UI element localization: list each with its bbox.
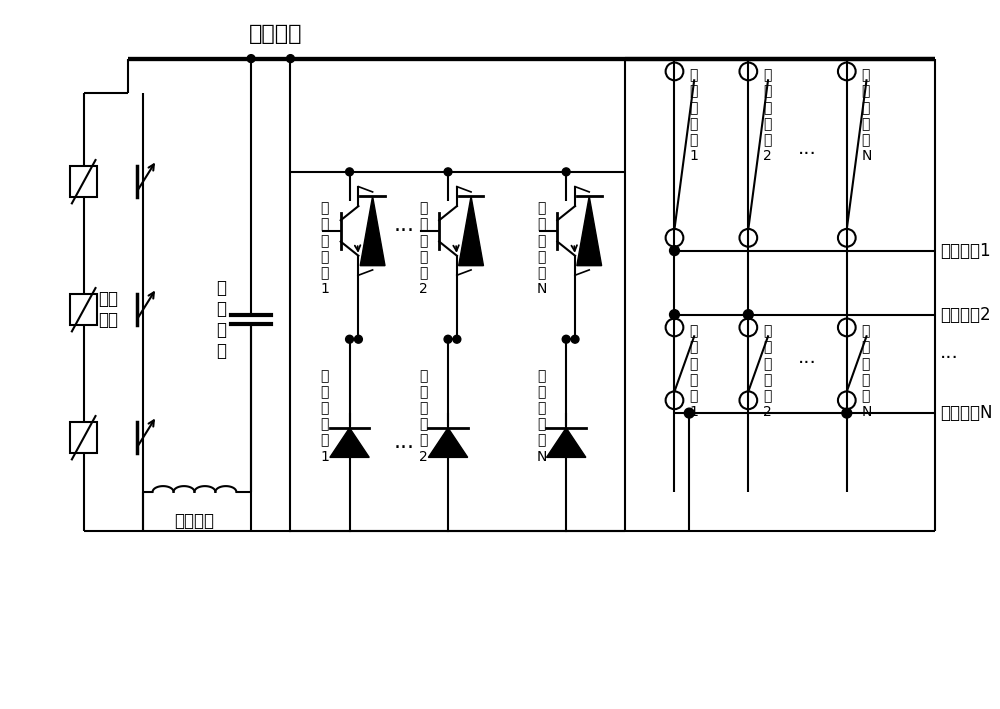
- Text: 上
机
械
开
关
2: 上 机 械 开 关 2: [763, 69, 772, 164]
- Polygon shape: [577, 196, 602, 266]
- Polygon shape: [546, 428, 586, 457]
- Text: 下
机
械
开
关
2: 下 机 械 开 关 2: [763, 325, 772, 420]
- Text: 谐振电感: 谐振电感: [174, 513, 214, 530]
- Polygon shape: [428, 428, 468, 457]
- Text: 下
桥
臂
开
关
1: 下 桥 臂 开 关 1: [320, 369, 329, 464]
- Circle shape: [247, 55, 255, 62]
- Circle shape: [444, 335, 452, 343]
- Text: 下
机
械
开
关
1: 下 机 械 开 关 1: [689, 325, 698, 420]
- Circle shape: [842, 408, 852, 418]
- Bar: [70, 166, 97, 197]
- Polygon shape: [459, 196, 483, 266]
- Circle shape: [670, 246, 679, 255]
- Circle shape: [444, 168, 452, 176]
- Circle shape: [743, 310, 753, 320]
- Text: ···: ···: [393, 221, 414, 241]
- Circle shape: [670, 310, 679, 320]
- Circle shape: [562, 168, 570, 176]
- Text: 直流线路N: 直流线路N: [940, 404, 993, 422]
- Text: 下
机
械
开
关
N: 下 机 械 开 关 N: [862, 325, 872, 420]
- Text: ···: ···: [798, 145, 817, 164]
- Text: 上
机
械
开
关
N: 上 机 械 开 关 N: [862, 69, 872, 164]
- Text: ···: ···: [940, 350, 959, 369]
- Text: 直流母线: 直流母线: [249, 24, 302, 44]
- Text: 上
桥
臂
开
关
1: 上 桥 臂 开 关 1: [320, 201, 329, 296]
- Text: 上
桥
臂
开
关
N: 上 桥 臂 开 关 N: [536, 201, 547, 296]
- Circle shape: [346, 168, 353, 176]
- Text: 下
桥
臂
开
关
2: 下 桥 臂 开 关 2: [419, 369, 428, 464]
- Circle shape: [346, 335, 353, 343]
- Circle shape: [571, 335, 579, 343]
- Circle shape: [354, 335, 362, 343]
- Text: 谐
振
电
容: 谐 振 电 容: [217, 279, 227, 359]
- Bar: [70, 422, 97, 454]
- Circle shape: [562, 335, 570, 343]
- Circle shape: [684, 408, 694, 418]
- Polygon shape: [360, 196, 385, 266]
- Text: 直流线路1: 直流线路1: [940, 242, 991, 259]
- Circle shape: [287, 55, 294, 62]
- Text: 直流线路2: 直流线路2: [940, 306, 991, 323]
- Text: 上
机
械
开
关
1: 上 机 械 开 关 1: [689, 69, 698, 164]
- Bar: [70, 294, 97, 325]
- Polygon shape: [330, 428, 369, 457]
- Text: ···: ···: [393, 437, 414, 457]
- Circle shape: [453, 335, 461, 343]
- Text: 上
桥
臂
开
关
2: 上 桥 臂 开 关 2: [419, 201, 428, 296]
- Text: 下
桥
臂
开
关
N: 下 桥 臂 开 关 N: [536, 369, 547, 464]
- Text: 主断
路器: 主断 路器: [98, 290, 118, 329]
- Text: ···: ···: [798, 354, 817, 374]
